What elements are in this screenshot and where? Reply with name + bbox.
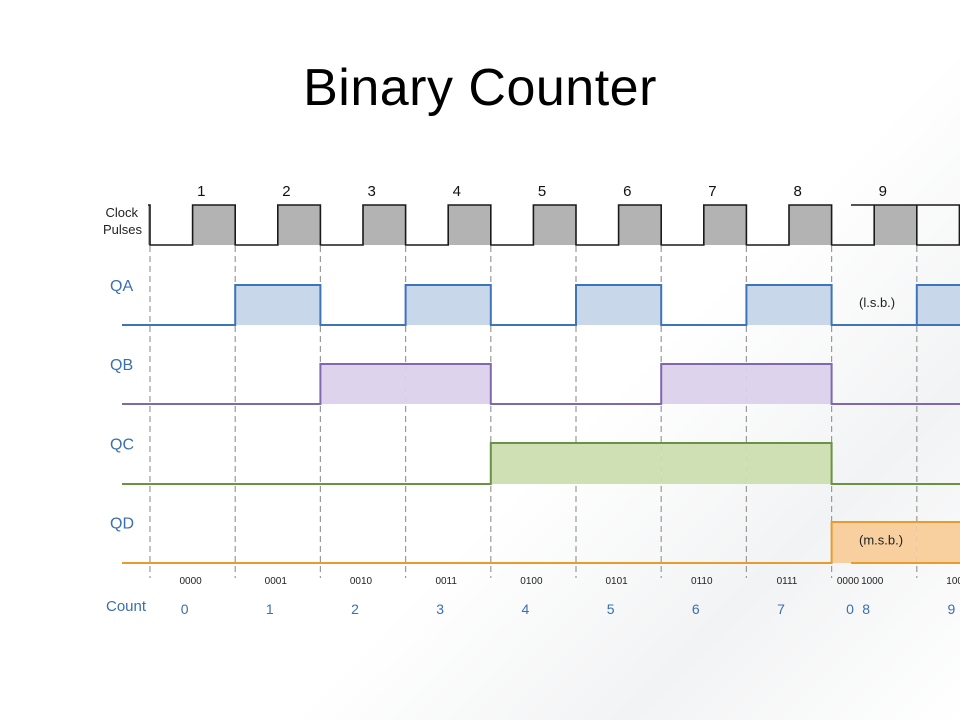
clock-waveform: Clock Pulses 12345678910111213141516 bbox=[103, 183, 960, 246]
count-decimal: 0 bbox=[846, 601, 854, 617]
clock-pulse-number: 5 bbox=[538, 183, 546, 200]
count-binary: 0001 bbox=[265, 576, 288, 587]
count-table: Count 0000 0001 0010 0011 0100 0101 0110 0111 10… bbox=[106, 576, 960, 617]
clock-pulse-number: 4 bbox=[453, 183, 461, 200]
clock-pulse-fill bbox=[448, 205, 491, 245]
qc-high-fill bbox=[746, 443, 832, 484]
qb-high-fill bbox=[320, 364, 406, 404]
clock-pulse-number: 6 bbox=[623, 183, 631, 200]
qa-high-fill bbox=[746, 285, 832, 325]
qc-high-fill bbox=[661, 443, 747, 484]
qa-high-fill bbox=[576, 285, 662, 325]
qa-high-fill bbox=[235, 285, 321, 325]
count-binary: 0100 bbox=[520, 576, 543, 587]
qb-label: QB bbox=[110, 357, 133, 374]
count-binary: 0000 bbox=[179, 576, 202, 587]
clock-label-line1: Clock bbox=[105, 205, 138, 220]
qa-waveform-line bbox=[122, 284, 960, 326]
count-binary: 0010 bbox=[350, 576, 373, 587]
clock-pulse-fill bbox=[363, 205, 406, 245]
qd-note: (m.s.b.) bbox=[859, 533, 903, 548]
clock-pulse-fill bbox=[874, 205, 917, 245]
qa-label: QA bbox=[110, 278, 133, 295]
count-binary: 1000 bbox=[861, 576, 884, 587]
qb-high-fill bbox=[405, 364, 491, 404]
qb-high-fill bbox=[746, 364, 832, 404]
qb-high-fill bbox=[661, 364, 747, 404]
clock-pulse-fill bbox=[618, 205, 662, 245]
qc-high-fill bbox=[490, 443, 576, 484]
count-binary: 0110 bbox=[691, 576, 713, 587]
count-decimal: 4 bbox=[522, 601, 530, 617]
signal-qd: QD (m.s.b.) bbox=[110, 516, 960, 564]
qc-label: QC bbox=[110, 437, 134, 454]
count-decimal: 6 bbox=[692, 601, 700, 617]
qd-waveform-line bbox=[122, 521, 960, 564]
count-decimal: 3 bbox=[436, 601, 444, 617]
count-label: Count bbox=[106, 598, 147, 615]
clock-pulse-number: 7 bbox=[708, 183, 716, 200]
signal-qa: QA (l.s.b.) bbox=[110, 278, 960, 326]
count-binary: 0101 bbox=[605, 576, 628, 587]
qc-waveform-line bbox=[122, 442, 960, 485]
clock-pulse-fill bbox=[703, 205, 747, 245]
qd-high-fill bbox=[831, 522, 917, 563]
signal-qb: QB bbox=[110, 357, 960, 405]
count-decimal: 7 bbox=[777, 601, 785, 617]
slide-title: Binary Counter bbox=[303, 59, 657, 117]
clock-pulse-fill bbox=[192, 205, 236, 245]
count-binary: 0011 bbox=[435, 576, 457, 587]
qc-high-fill bbox=[576, 443, 662, 484]
clock-pulse-number: 8 bbox=[793, 183, 801, 200]
clock-pulse-number: 1 bbox=[197, 183, 205, 200]
signal-waveforms: QA (l.s.b.) QB QC QD (m.s.b.) bbox=[110, 278, 960, 564]
count-decimal: 0 bbox=[181, 601, 189, 617]
clock-pulse-number: 3 bbox=[367, 183, 375, 200]
count-binary: 0111 bbox=[777, 576, 798, 587]
count-decimal: 2 bbox=[351, 601, 359, 617]
count-decimal: 8 bbox=[862, 601, 870, 617]
clock-pulse-number: 2 bbox=[282, 183, 290, 200]
clock-pulse-fill bbox=[277, 205, 321, 245]
qa-high-fill bbox=[916, 285, 960, 325]
qd-high-fill bbox=[916, 522, 960, 563]
clock-pulse-number: 9 bbox=[879, 183, 887, 200]
clock-pulse-fill bbox=[148, 205, 150, 245]
clock-pulse-fill bbox=[789, 205, 832, 245]
clock-line bbox=[148, 204, 960, 246]
clock-pulse-fill bbox=[533, 205, 576, 245]
qa-high-fill bbox=[405, 285, 491, 325]
qa-note: (l.s.b.) bbox=[859, 295, 895, 310]
qb-waveform-line bbox=[122, 363, 960, 405]
count-decimal: 5 bbox=[607, 601, 615, 617]
count-binary: 0000 bbox=[837, 576, 860, 587]
clock-label-line2: Pulses bbox=[103, 222, 143, 237]
signal-qc: QC bbox=[110, 437, 960, 485]
qd-label: QD bbox=[110, 516, 134, 533]
count-decimal: 1 bbox=[266, 601, 274, 617]
count-decimal: 9 bbox=[948, 601, 956, 617]
